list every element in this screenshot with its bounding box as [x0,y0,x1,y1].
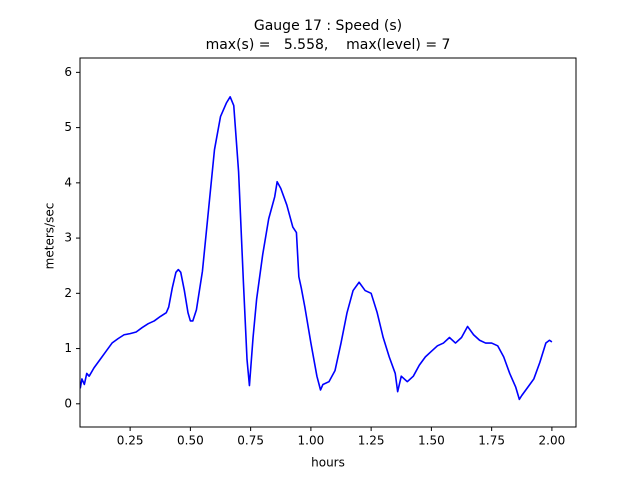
chart-title: Gauge 17 : Speed (s) [254,18,402,34]
y-tick-label: 3 [64,231,72,245]
x-tick-label: 1.50 [418,434,445,448]
y-tick-label: 0 [64,396,72,410]
chart-subtitle: max(s) = 5.558, max(level) = 7 [206,37,451,53]
x-axis-label: hours [311,456,345,470]
y-tick-label: 6 [64,65,72,79]
y-tick-label: 2 [64,286,72,300]
y-tick-label: 5 [64,120,72,134]
data-line [79,95,553,401]
x-tick-label: 1.00 [298,434,325,448]
x-tick-label: 0.75 [237,434,264,448]
y-tick-label: 1 [64,341,72,355]
y-tick-label: 4 [64,175,72,189]
y-axis-label: meters/sec [43,203,57,270]
x-tick-label: 1.75 [478,434,505,448]
x-tick-label: 1.25 [358,434,385,448]
x-tick-label: 0.50 [177,434,204,448]
plot-frame [79,57,577,428]
x-tick-label: 0.25 [117,434,144,448]
x-tick-label: 2.00 [539,434,566,448]
